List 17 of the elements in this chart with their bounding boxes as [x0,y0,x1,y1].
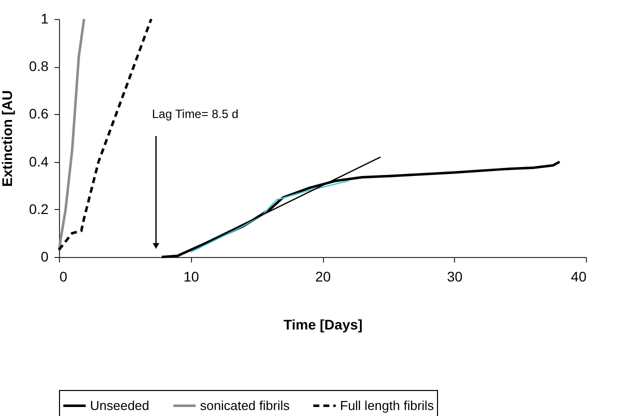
legend-label: sonicated fibrils [200,398,290,413]
x-tick-label: 30 [446,268,463,284]
annotation: Lag Time= 8.5 d [152,107,238,121]
x-tick-label: 40 [570,268,587,284]
y-tick-label: 0.6 [29,106,49,122]
legend-label: Unseeded [90,398,150,413]
y-axis-title: Extinction [AU [0,90,16,187]
x-tick-label: 0 [60,268,68,284]
y-tick-label: 0.4 [29,153,49,170]
x-tick-label: 10 [183,268,200,284]
y-tick-label: 0.8 [29,58,49,74]
legend-label: Full length fibrils [340,398,434,413]
y-tick-label: 1 [40,10,49,26]
x-axis-title: Time [Days] [283,316,363,332]
y-tick-label: 0 [40,248,49,264]
y-tick-label: 0.2 [29,200,49,217]
x-tick-label: 20 [315,268,331,284]
